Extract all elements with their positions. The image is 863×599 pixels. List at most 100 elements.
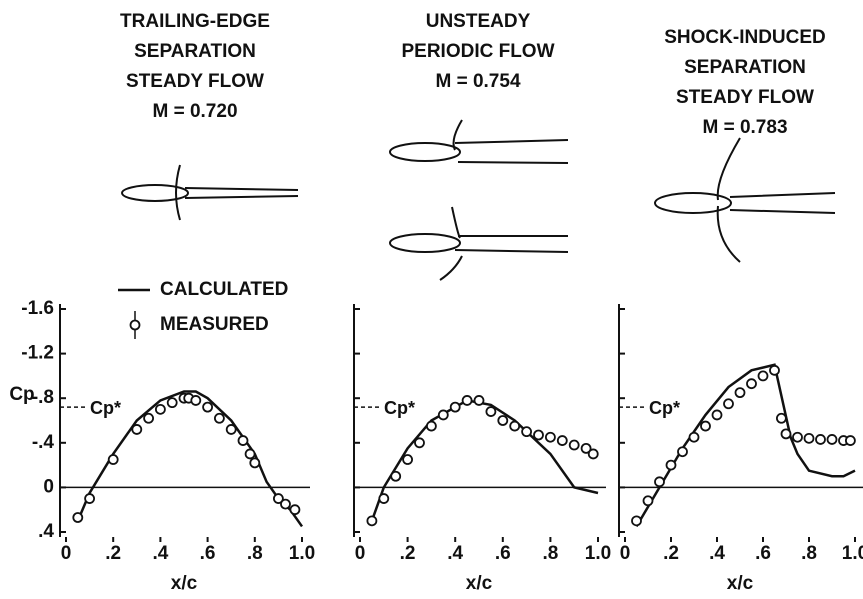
measured-point (244, 448, 256, 460)
measured-point (845, 435, 856, 446)
y-tick-label: -1.6 (21, 298, 54, 319)
measured-point (677, 446, 688, 458)
measured-point (107, 454, 119, 465)
cp-star-label: Cp* (649, 398, 680, 418)
chart-title: UNSTEADY (426, 11, 531, 32)
airfoil-sketches (121, 119, 836, 281)
measured-point (437, 409, 449, 421)
chart-title: SHOCK-INDUCED (664, 27, 826, 48)
measured-point (746, 378, 757, 390)
measured-point (631, 515, 642, 527)
measured-point (769, 364, 780, 376)
x-axis-label: x/c (727, 573, 754, 594)
airfoil (389, 233, 461, 253)
measured-point (473, 395, 485, 406)
x-tick-label: .8 (542, 543, 558, 564)
calculated-line (635, 363, 856, 528)
measured-point (780, 428, 792, 440)
measured-point (723, 398, 734, 410)
measured-point (568, 439, 580, 451)
measured-point (815, 434, 826, 445)
x-tick-label: 0 (620, 543, 631, 564)
x-tick-label: 0 (61, 543, 72, 564)
measured-point (143, 412, 155, 424)
measured-point (131, 424, 143, 435)
measured-point (289, 504, 301, 516)
cp-star-label: Cp* (384, 398, 415, 418)
x-tick-label: .6 (200, 543, 216, 564)
chart-title: M = 0.783 (702, 117, 787, 138)
measured-point (533, 429, 544, 441)
chart-title: SEPARATION (684, 57, 806, 78)
x-tick-label: .2 (105, 543, 121, 564)
shock-wake (439, 206, 569, 281)
airfoil (654, 192, 732, 214)
x-tick-label: 1.0 (585, 543, 611, 564)
measured-point (776, 412, 787, 424)
measured-point (509, 420, 521, 432)
airfoil (121, 184, 189, 202)
shock-wake (175, 164, 299, 221)
measured-point (826, 434, 838, 445)
cp-star-label: Cp* (90, 398, 121, 418)
y-tick-label: -.8 (32, 387, 54, 408)
measured-point (280, 498, 291, 510)
measured-point (803, 432, 815, 444)
measured-point (587, 448, 599, 460)
y-tick-label: 0 (43, 476, 54, 497)
chart-title: STEADY FLOW (676, 87, 814, 108)
measured-point (202, 401, 214, 413)
x-axis-label: x/c (171, 573, 198, 594)
measured-point (166, 397, 178, 409)
measured-point (485, 406, 497, 417)
x-tick-label: .2 (400, 543, 416, 564)
measured-point (154, 403, 166, 415)
chart-title: M = 0.754 (435, 71, 520, 92)
y-tick-label: .4 (38, 521, 54, 542)
measured-point (521, 426, 532, 438)
measured-point (237, 435, 249, 446)
x-tick-label: 0 (355, 543, 366, 564)
x-tick-label: .8 (247, 543, 263, 564)
y-axis-label: Cp (9, 384, 34, 405)
measured-point (556, 435, 568, 446)
measured-point (734, 387, 746, 399)
x-tick-label: .2 (663, 543, 679, 564)
measured-point (711, 409, 723, 421)
x-tick-label: .4 (709, 543, 725, 564)
x-tick-label: .8 (801, 543, 817, 564)
x-tick-label: 1.0 (289, 543, 315, 564)
measured-point (390, 470, 402, 482)
legend-label: CALCULATED (160, 279, 288, 300)
x-tick-label: 1.0 (842, 543, 863, 564)
measured-point (272, 493, 284, 504)
measured-point (213, 412, 225, 424)
shock-wake (452, 119, 569, 164)
measured-point (402, 454, 414, 465)
measured-point (665, 459, 677, 471)
measured-point (425, 420, 437, 432)
x-tick-label: .4 (152, 543, 168, 564)
measured-point (642, 495, 654, 507)
legend-marker (129, 319, 141, 331)
airfoil (389, 142, 461, 162)
measured-point (497, 415, 509, 426)
measured-point (461, 395, 473, 406)
measured-point (545, 431, 556, 443)
measured-point (190, 395, 202, 406)
measured-point (84, 493, 95, 504)
chart-title: PERIODIC FLOW (401, 41, 554, 62)
y-tick-label: -.4 (32, 432, 55, 453)
shock-wake (716, 137, 836, 263)
x-axis-label: x/c (466, 573, 493, 594)
measured-point (225, 424, 237, 435)
measured-point (378, 493, 390, 504)
measured-point (249, 457, 261, 469)
measured-point (449, 401, 461, 413)
measured-point (792, 431, 803, 443)
chart-title: M = 0.720 (152, 101, 237, 122)
measured-point (580, 442, 592, 454)
measured-point (414, 437, 425, 449)
measured-point (688, 431, 700, 443)
